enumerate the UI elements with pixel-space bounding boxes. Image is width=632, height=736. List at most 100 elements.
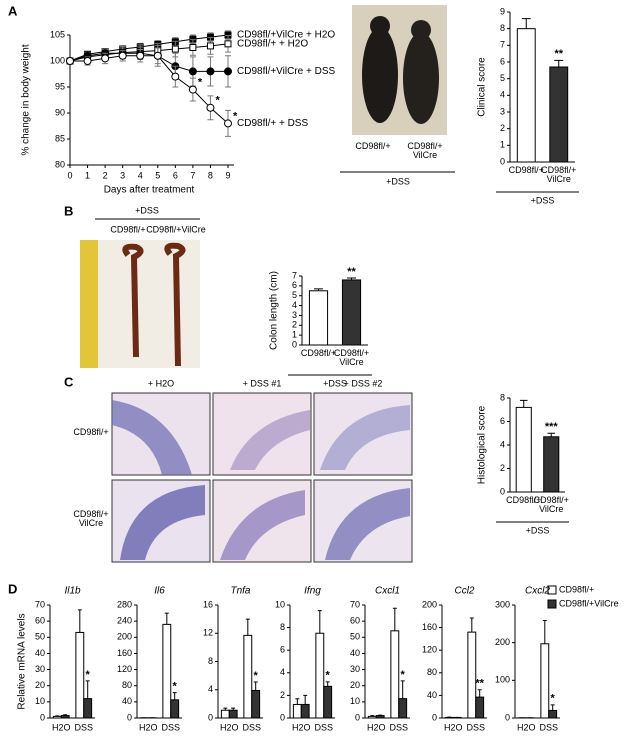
bar bbox=[60, 715, 70, 719]
y-tick-label: 20 bbox=[350, 680, 360, 690]
y-tick-label: 120 bbox=[117, 664, 132, 674]
x-tick-label: CD98fl/+ VilCre bbox=[541, 165, 577, 185]
error-bar bbox=[245, 618, 250, 636]
significance: * bbox=[198, 77, 203, 89]
y-axis-label: Relative mRNA levels bbox=[17, 613, 28, 709]
y-tick-label: 0 bbox=[355, 712, 360, 722]
y-tick-label: 4 bbox=[292, 300, 297, 310]
column-label: + H2O bbox=[148, 378, 174, 388]
significance: * bbox=[254, 670, 259, 682]
y-tick-label: 30 bbox=[350, 664, 360, 674]
bar bbox=[375, 715, 385, 719]
x-tick-label: 3 bbox=[120, 170, 125, 180]
significance: ** bbox=[475, 678, 484, 690]
error-bar bbox=[253, 681, 258, 691]
marker bbox=[101, 54, 110, 63]
photo-mice bbox=[352, 5, 447, 135]
x-tick-label: DSS bbox=[466, 722, 485, 732]
bar bbox=[341, 279, 362, 346]
marker bbox=[188, 67, 197, 76]
bar bbox=[543, 436, 560, 493]
series-label: CD98fl/+VilCre + DSS bbox=[237, 66, 336, 77]
y-tick-label: 4 bbox=[280, 667, 285, 677]
x-tick-label: H2O bbox=[517, 722, 536, 732]
marker bbox=[153, 51, 162, 60]
marker bbox=[206, 42, 214, 50]
chart-title: Cxcl2 bbox=[525, 586, 550, 597]
series-line bbox=[70, 55, 229, 124]
y-tick-label: 0 bbox=[292, 339, 297, 349]
group-label: +DSS bbox=[386, 176, 410, 186]
y-tick-label: 6 bbox=[280, 645, 285, 655]
legend-label: CD98fl/+VilCre bbox=[559, 598, 619, 608]
x-axis-label: Days after treatment bbox=[104, 185, 195, 196]
y-tick-label: 1 bbox=[292, 330, 297, 340]
error-bar bbox=[542, 619, 547, 644]
y-tick-label: 80 bbox=[122, 680, 132, 690]
y-tick-label: 2 bbox=[280, 690, 285, 700]
photo-histology bbox=[111, 392, 413, 563]
photo-label: CD98fl/+ VilCre bbox=[407, 141, 443, 161]
x-tick-label: H2O bbox=[139, 722, 158, 732]
significance: ** bbox=[554, 48, 563, 60]
y-tick-label: 4 bbox=[500, 439, 505, 449]
y-tick-label: 300 bbox=[495, 599, 510, 609]
photo-label: CD98fl/+ bbox=[355, 141, 391, 151]
y-tick-label: 200 bbox=[422, 599, 437, 609]
marker bbox=[171, 45, 179, 53]
bar bbox=[549, 66, 569, 163]
group-label: +DSS bbox=[135, 205, 159, 215]
error-bar bbox=[77, 609, 82, 633]
y-tick-label: 4 bbox=[208, 684, 213, 694]
chart-title: Tnfa bbox=[230, 586, 250, 597]
x-tick-label: 5 bbox=[155, 170, 160, 180]
y-tick-label: 8 bbox=[208, 656, 213, 666]
marker bbox=[136, 51, 145, 60]
bar bbox=[300, 703, 310, 719]
x-tick-label: H2O bbox=[367, 722, 386, 732]
series-line bbox=[69, 52, 228, 72]
series-line bbox=[69, 34, 229, 62]
bar bbox=[398, 698, 408, 719]
y-tick-label: 5 bbox=[292, 290, 297, 300]
y-tick-label: 160 bbox=[117, 648, 132, 658]
y-tick-label: 20 bbox=[35, 680, 45, 690]
error-bar bbox=[392, 607, 397, 631]
y-tick-label: 1 bbox=[500, 140, 505, 150]
x-tick-label: CD98fl/+ bbox=[300, 348, 337, 358]
error-bar bbox=[172, 692, 177, 700]
significance: * bbox=[215, 95, 220, 107]
y-tick-label: 90 bbox=[55, 107, 65, 117]
bar bbox=[367, 715, 377, 719]
x-tick-label: 8 bbox=[208, 170, 213, 180]
x-tick-label: 2 bbox=[103, 170, 108, 180]
x-tick-label: CD98fl/+ VilCre bbox=[533, 495, 569, 515]
bar bbox=[83, 698, 93, 719]
panel-label: C bbox=[64, 374, 74, 389]
significance: * bbox=[401, 669, 406, 681]
y-tick-label: 10 bbox=[35, 696, 45, 706]
y-tick-label: 5 bbox=[500, 73, 505, 83]
panel-label: A bbox=[8, 3, 18, 18]
chart-title: Il1b bbox=[64, 586, 81, 597]
x-tick-label: DSS bbox=[161, 722, 180, 732]
panel-label: D bbox=[8, 581, 17, 596]
y-tick-label: 12 bbox=[203, 628, 213, 638]
chart-title: Ccl2 bbox=[454, 586, 474, 597]
y-tick-label: 10 bbox=[350, 696, 360, 706]
y-tick-label: 0 bbox=[280, 712, 285, 722]
column-label: + DSS #1 bbox=[243, 378, 282, 388]
y-tick-label: 0 bbox=[40, 712, 45, 722]
bar bbox=[315, 632, 325, 719]
marker bbox=[224, 119, 232, 128]
series-line bbox=[69, 43, 229, 62]
bar bbox=[220, 709, 230, 719]
error-bar bbox=[519, 399, 528, 408]
y-tick-label: 200 bbox=[117, 632, 132, 642]
bar bbox=[467, 631, 477, 719]
error-bar bbox=[477, 689, 482, 698]
group-label: +DSS bbox=[531, 195, 555, 205]
y-tick-label: 0 bbox=[432, 712, 437, 722]
y-tick-label: 10 bbox=[275, 599, 285, 609]
marker bbox=[189, 43, 197, 51]
